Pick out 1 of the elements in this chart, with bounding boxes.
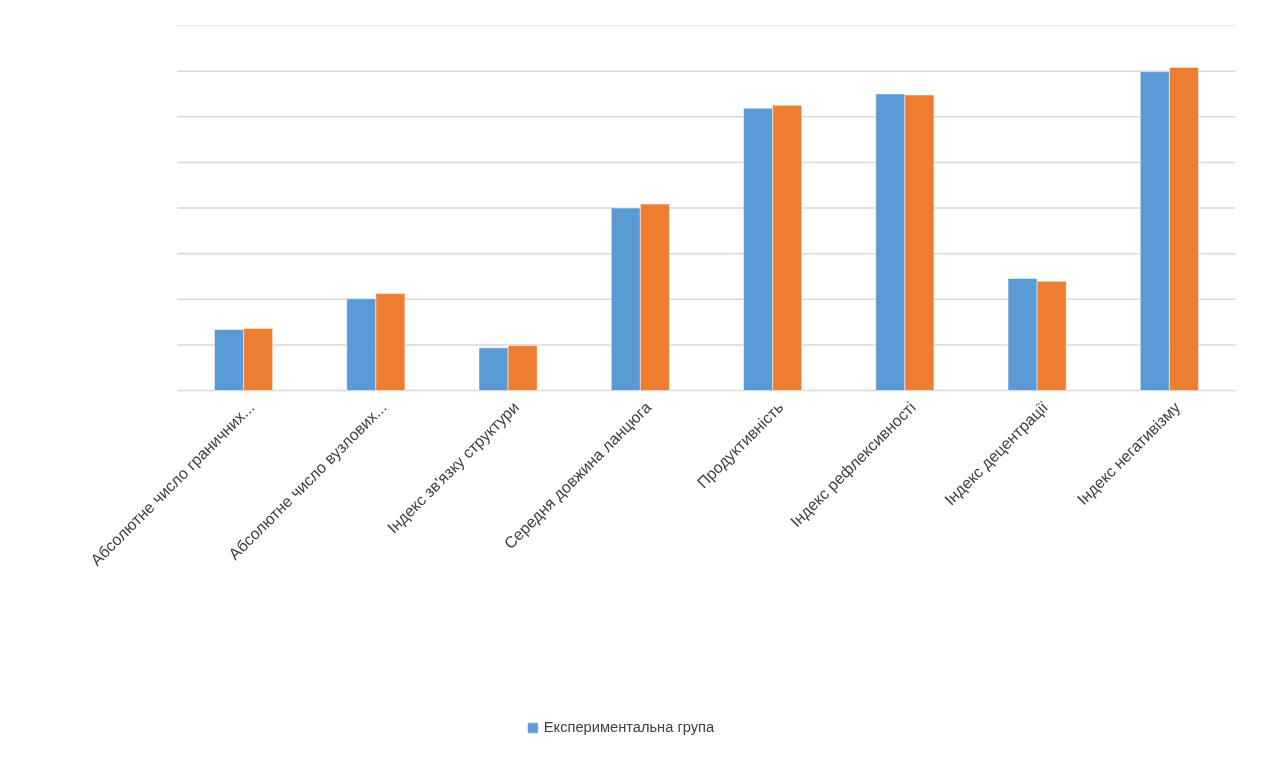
legend-label: Експериментальна група — [543, 719, 715, 735]
